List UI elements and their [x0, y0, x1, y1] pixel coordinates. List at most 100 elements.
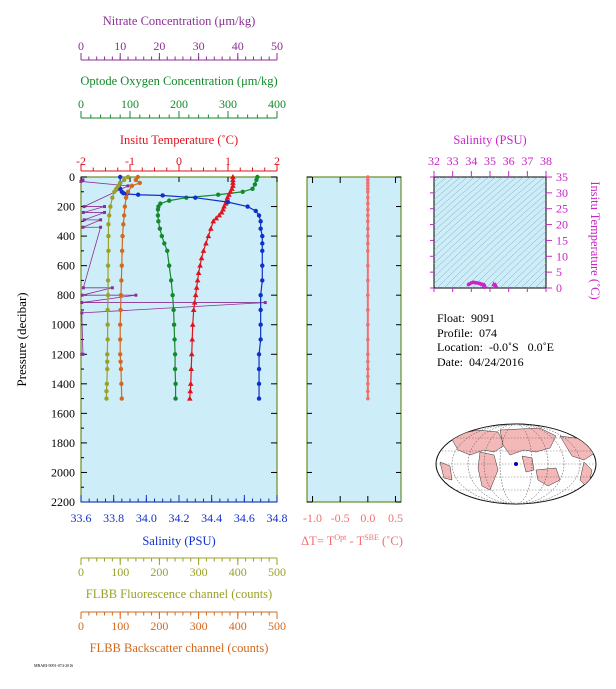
temperature-point	[230, 174, 236, 179]
pressure-tick-label: 0	[69, 170, 75, 184]
temperature-tick-label: 2	[274, 154, 280, 168]
temperature-axis-label: Insitu Temperature (˚C)	[120, 133, 238, 147]
density-contour	[450, 199, 546, 288]
delta-t-tick-label: 0.0	[360, 511, 375, 525]
delta-t-point	[366, 213, 370, 218]
ts-salinity-tick-label: 32	[428, 154, 440, 168]
salinity-point	[260, 248, 265, 254]
nitrate-point	[99, 218, 103, 222]
salinity-point	[225, 199, 231, 205]
oxygen-point	[167, 263, 172, 268]
delta-t-label-main: ΔT= T	[301, 534, 335, 548]
temperature-point	[191, 299, 198, 305]
density-contour	[434, 177, 510, 245]
fluorescence-point	[106, 248, 111, 254]
nitrate-point	[81, 178, 85, 182]
ts-salinity-tick-label: 36	[503, 154, 515, 168]
ts-temperature-axis-label: Insitu Temperature (˚C)	[588, 181, 602, 299]
backscatter-tick-label: 400	[229, 619, 247, 633]
oxygen-point	[171, 322, 177, 327]
delta-t-point	[366, 337, 370, 342]
backscatter-point	[118, 352, 123, 357]
fluorescence-point	[108, 204, 113, 209]
main-profile-panel: 0200400600800100012001400160018002000220…	[14, 14, 288, 655]
density-contour	[434, 177, 517, 251]
pressure-tick-label: 1800	[51, 436, 75, 450]
salinity-tick-label: 33.8	[103, 511, 124, 525]
nitrate-point	[81, 210, 85, 214]
temperature-point	[210, 218, 217, 224]
fluorescence-point	[106, 233, 111, 239]
nitrate-line	[79, 179, 266, 355]
fluorescence-point	[105, 352, 110, 357]
nitrate-point	[80, 293, 84, 297]
fluorescence-point	[112, 189, 117, 194]
map-meridian	[499, 424, 533, 504]
temperature-point	[203, 240, 209, 246]
nitrate-point	[263, 301, 267, 305]
backscatter-point	[119, 381, 124, 387]
temperature-point	[218, 209, 225, 215]
density-contour	[434, 177, 538, 271]
pressure-tick-label: 1600	[51, 406, 75, 420]
map-meridian	[451, 424, 581, 504]
salinity-point	[260, 241, 265, 246]
nitrate-point	[82, 218, 86, 222]
fluorescence-point	[105, 263, 111, 268]
ts-temperature-tick-label: 25	[556, 202, 568, 216]
delta-t-tick-label: -0.5	[331, 511, 350, 525]
backscatter-line	[119, 176, 142, 399]
fluorescence-point	[121, 177, 127, 183]
density-contour	[527, 269, 546, 288]
oxygen-point	[252, 182, 258, 187]
ts-point	[466, 282, 471, 287]
backscatter-point	[119, 248, 125, 254]
ts-salinity-tick-label: 35	[484, 154, 496, 168]
nitrate-point	[126, 184, 130, 188]
map-continent	[439, 461, 453, 481]
delta-t-point	[366, 367, 370, 371]
backscatter-point	[137, 180, 142, 186]
backscatter-tick-label: 200	[150, 619, 168, 633]
salinity-point	[256, 381, 262, 387]
ts-temperature-tick-label: 15	[556, 233, 568, 247]
ts-salinity-axis-label: Salinity (PSU)	[453, 133, 526, 147]
salinity-point	[256, 396, 262, 401]
backscatter-tick-label: 0	[78, 619, 84, 633]
salinity-point	[118, 174, 123, 180]
fluorescence-point	[104, 396, 109, 401]
backscatter-tick-label: 100	[111, 619, 129, 633]
density-contour	[434, 177, 545, 278]
oxygen-point	[157, 226, 163, 231]
salinity-point	[260, 263, 265, 268]
density-contour	[434, 177, 496, 232]
map-continent	[499, 427, 557, 456]
temperature-point	[208, 225, 214, 231]
density-contour	[443, 193, 546, 288]
fluorescence-point	[106, 222, 111, 227]
delta-t-label-mid: - T	[346, 534, 364, 548]
salinity-point	[256, 366, 262, 372]
temperature-point	[230, 176, 236, 182]
oxygen-point	[216, 192, 221, 197]
temperature-point	[213, 215, 220, 221]
nitrate-point	[81, 286, 85, 290]
fluorescence-tick-label: 400	[229, 565, 247, 579]
delta-t-point	[366, 359, 370, 364]
delta-t-point	[366, 352, 370, 357]
oxygen-axis-label: Optode Oxygen Concentration (μm/kg)	[80, 74, 277, 88]
nitrate-tick-label: 20	[153, 39, 165, 53]
fluorescence-point	[125, 174, 131, 180]
temperature-point	[198, 255, 205, 261]
ts-marker	[493, 282, 499, 288]
delta-t-point	[366, 249, 370, 253]
pressure-tick-label: 200	[57, 200, 75, 214]
backscatter-point	[118, 322, 123, 327]
backscatter-point	[118, 307, 123, 313]
temperature-point	[190, 306, 197, 312]
temperature-point	[195, 270, 202, 276]
temperature-point	[205, 233, 212, 239]
density-contour	[457, 205, 546, 288]
temperature-tick-label: -1	[125, 154, 135, 168]
